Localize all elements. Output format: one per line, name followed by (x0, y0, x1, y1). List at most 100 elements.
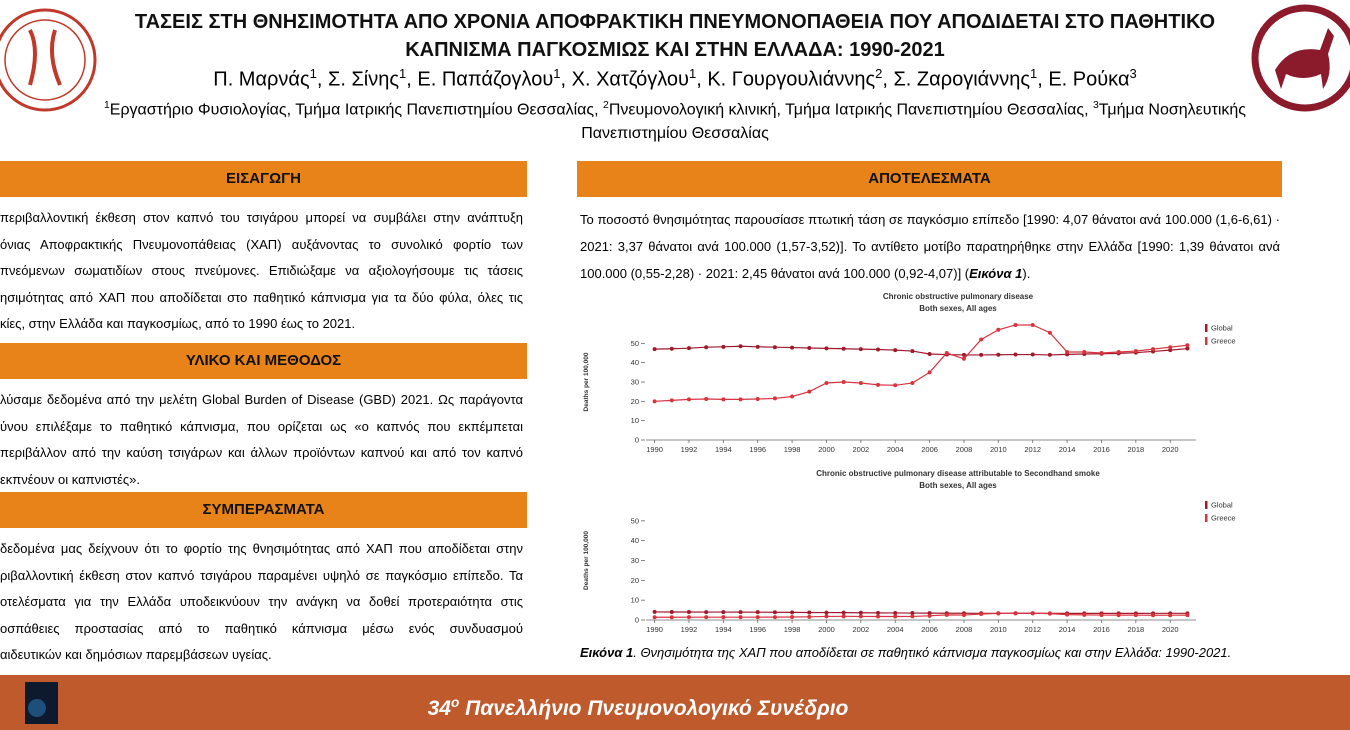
data-point (824, 346, 829, 351)
emphasis: Εικόνα 1 (969, 266, 1023, 281)
separator: , (1037, 68, 1043, 91)
data-point (652, 609, 657, 614)
text-line: ύνου επιλέξαμε το παθητικό κάπνισμα, που… (0, 418, 523, 434)
data-point (721, 397, 726, 402)
legend-label: Greece (1211, 337, 1236, 346)
y-tick-label: 10 (631, 416, 639, 425)
x-tick-label: 2018 (1128, 445, 1145, 454)
section-heading: ΥΛΙΚΟ ΚΑΙ ΜΕΘΟΔΟΣ (0, 343, 527, 379)
x-tick-label: 2002 (853, 625, 870, 634)
x-tick-label: 1998 (784, 445, 801, 454)
separator: , (882, 68, 888, 91)
y-tick-label: 10 (631, 596, 639, 605)
data-point (686, 346, 691, 351)
x-tick-label: 1990 (646, 445, 663, 454)
y-axis-label: Deaths per 100,000 (583, 352, 590, 411)
data-point (669, 346, 674, 351)
legend-label: Global (1211, 324, 1233, 333)
footer-logo (25, 682, 58, 724)
text-line: όνιας Αποφρακτικής Πνευμονοπάθειας (ΧΑΠ)… (0, 236, 523, 252)
y-tick-label: 20 (631, 576, 639, 585)
affiliation: Πνευμονολογική κλινική, Τμήμα Ιατρικής Π… (608, 101, 1089, 119)
data-point (790, 610, 795, 615)
footer-text: 34ο Πανελλήνιο Πνευμονολογικό Συνέδριο (0, 675, 1276, 730)
data-point (755, 615, 760, 620)
data-point (961, 613, 966, 618)
data-point (876, 347, 881, 352)
author-name: Σ. Ζαρογιάννης (893, 68, 1030, 91)
text-line: ησιμότητας από ΧΑΠ που αποδίδεται στο πα… (0, 289, 523, 305)
author-name: Σ. Σίνης (327, 68, 400, 91)
data-point (996, 352, 1001, 357)
data-point (1133, 349, 1138, 354)
data-point (996, 611, 1001, 616)
separator: , (406, 68, 412, 91)
section-heading: ΑΠΟΤΕΛΕΣΜΑΤΑ (577, 161, 1282, 197)
text-line: δεδομένα μας δείχνουν ότι το φορτίο της … (0, 541, 523, 556)
x-tick-label: 2018 (1128, 625, 1145, 634)
data-point (1030, 352, 1035, 357)
x-tick-label: 1998 (784, 625, 801, 634)
affiliation-sup: 3 (1092, 100, 1099, 111)
data-point (721, 615, 726, 620)
data-point (772, 615, 777, 620)
data-point (704, 615, 709, 620)
chart-title: Chronic obstructive pulmonary disease (883, 292, 1034, 301)
x-tick-label: 1990 (646, 625, 663, 634)
data-point (1047, 611, 1052, 616)
data-point (1013, 611, 1018, 616)
x-tick-label: 2020 (1162, 625, 1179, 634)
data-point (910, 380, 915, 385)
author-sup: 2 (875, 66, 883, 81)
x-tick-label: 2012 (1024, 445, 1041, 454)
caption-text: . Θνησιμότητα της ΧΑΠ που αποδίδεται σε … (633, 645, 1232, 660)
data-point (738, 344, 743, 349)
legend-swatch (1205, 324, 1208, 332)
data-point (858, 380, 863, 385)
data-point (738, 615, 743, 620)
x-tick-label: 2004 (887, 445, 904, 454)
data-point (807, 610, 812, 615)
data-point (790, 615, 795, 620)
x-tick-label: 1994 (715, 445, 732, 454)
data-point (841, 380, 846, 384)
legend-swatch (1205, 514, 1208, 522)
y-tick-label: 30 (631, 378, 639, 387)
data-point (1082, 612, 1087, 617)
data-point (979, 337, 984, 342)
data-point (1099, 351, 1104, 355)
data-point (979, 612, 984, 617)
data-point (858, 347, 863, 352)
data-point (876, 382, 881, 387)
x-tick-label: 2004 (887, 625, 904, 634)
data-point (1047, 330, 1052, 335)
legend-label: Global (1211, 501, 1233, 510)
data-point (927, 613, 932, 618)
results-text: Το ποσοστό θνησιμότητας παρουσίασε πτωτι… (580, 206, 1280, 287)
separator: , (696, 68, 702, 91)
y-tick-label: 50 (631, 339, 639, 348)
x-tick-label: 1996 (749, 625, 766, 634)
data-point (669, 609, 674, 614)
x-tick-label: 1996 (749, 445, 766, 454)
text-line: αιδευτικών και δημόσιων παρεμβάσεων υγεί… (0, 647, 272, 663)
left-logo (0, 8, 97, 112)
data-point (652, 399, 657, 404)
author-sup: 1 (399, 66, 407, 81)
x-tick-label: 2000 (818, 445, 835, 454)
legend-swatch (1205, 501, 1208, 509)
x-tick-label: 2014 (1059, 625, 1076, 634)
data-point (824, 380, 829, 385)
section-heading: ΣΥΜΠΕΡΑΣΜΑΤΑ (0, 492, 527, 528)
data-point (1168, 345, 1173, 350)
data-point (1065, 612, 1070, 617)
data-point (686, 397, 691, 402)
data-point (790, 394, 795, 399)
author-name: Χ. Χατζόγλου (571, 68, 689, 91)
chart-subtitle: Both sexes, All ages (919, 481, 997, 490)
data-point (807, 614, 812, 619)
data-point (1013, 322, 1018, 327)
data-point (876, 614, 881, 619)
series-line (654, 324, 1188, 402)
